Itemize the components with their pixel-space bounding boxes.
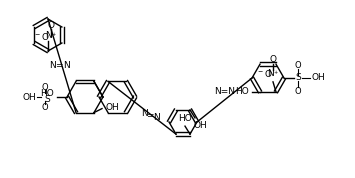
Text: N: N [268, 69, 274, 78]
Text: $^+$: $^+$ [50, 33, 56, 39]
Text: S: S [44, 96, 50, 104]
Text: OH: OH [105, 103, 119, 112]
Text: OH: OH [311, 74, 325, 82]
Text: O: O [295, 61, 301, 69]
Text: HO: HO [235, 87, 249, 96]
Text: O: O [42, 103, 48, 111]
Text: OH: OH [193, 121, 207, 130]
Text: OH: OH [22, 93, 36, 101]
Text: O: O [48, 22, 55, 30]
Text: =: = [55, 61, 63, 70]
Text: N: N [49, 61, 55, 70]
Text: $^+$: $^+$ [272, 71, 278, 77]
Text: O: O [42, 82, 48, 91]
Text: $^-$O: $^-$O [256, 68, 272, 79]
Text: N: N [153, 113, 159, 122]
Text: HO: HO [178, 114, 192, 123]
Text: =: = [146, 111, 154, 120]
Text: O: O [269, 55, 277, 64]
Text: S: S [295, 74, 301, 82]
Text: O: O [295, 87, 301, 96]
Text: $^-$O: $^-$O [33, 30, 49, 41]
Text: N: N [141, 109, 147, 118]
Text: N: N [62, 61, 69, 70]
Text: N=N: N=N [214, 88, 235, 96]
Text: HO: HO [40, 90, 54, 98]
Text: N: N [45, 32, 51, 41]
